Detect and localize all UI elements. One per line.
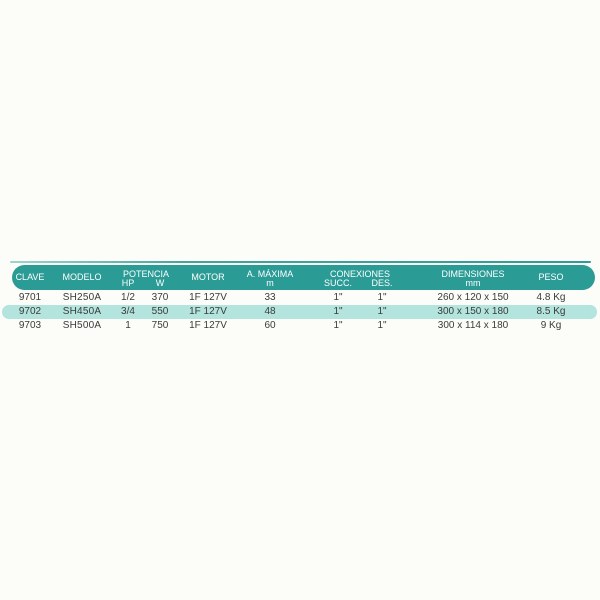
header-conexiones: CONEXIONES <box>329 268 390 279</box>
header-potencia-hp: HP <box>121 277 135 288</box>
header-a-maxima: A. MÁXIMA <box>246 268 294 279</box>
cell-succ: 1" <box>333 292 343 303</box>
cell-clave: 9701 <box>18 292 42 303</box>
cell-a-maxima: 60 <box>264 320 276 331</box>
cell-des: 1" <box>377 320 387 331</box>
header-peso: PESO <box>538 272 564 282</box>
table-row: 9703 SH500A 1 750 1F 127V 60 1" 1" 300 x… <box>0 319 600 333</box>
cell-des: 1" <box>377 306 387 317</box>
cell-dimensiones: 300 x 114 x 180 <box>437 320 509 331</box>
cell-a-maxima: 48 <box>264 306 276 317</box>
header-clave: CLAVE <box>15 272 45 282</box>
header-potencia-w: W <box>155 277 165 288</box>
cell-peso: 9 Kg <box>540 320 562 331</box>
cell-modelo: SH250A <box>62 292 102 303</box>
header-modelo: MODELO <box>62 272 102 282</box>
cell-w: 750 <box>151 320 169 331</box>
decorative-top-rule <box>10 261 591 263</box>
header-motor: MOTOR <box>191 272 225 282</box>
cell-des: 1" <box>377 292 387 303</box>
cell-hp: 1/2 <box>121 292 135 303</box>
row-highlight-band <box>2 305 597 319</box>
cell-motor: 1F 127V <box>189 292 227 303</box>
cell-clave: 9703 <box>18 320 42 331</box>
cell-w: 370 <box>151 292 169 303</box>
cell-peso: 8.5 Kg <box>536 306 566 317</box>
header-dimensiones: DIMENSIONES <box>441 268 505 279</box>
cell-dimensiones: 300 x 150 x 180 <box>437 306 509 317</box>
table-row: 9701 SH250A 1/2 370 1F 127V 33 1" 1" 260… <box>0 291 600 305</box>
cell-succ: 1" <box>333 306 343 317</box>
header-conexiones-des: DES. <box>371 277 393 288</box>
cell-succ: 1" <box>333 320 343 331</box>
cell-motor: 1F 127V <box>189 306 227 317</box>
cell-hp: 3/4 <box>121 306 135 317</box>
table-row-highlighted: 9702 SH450A 3/4 550 1F 127V 48 1" 1" 300… <box>0 305 600 319</box>
cell-motor: 1F 127V <box>189 320 227 331</box>
table-header-bar <box>12 265 595 290</box>
cell-peso: 4.8 Kg <box>536 292 566 303</box>
cell-dimensiones: 260 x 120 x 150 <box>437 292 509 303</box>
cell-modelo: SH450A <box>62 306 102 317</box>
header-conexiones-succ: SUCC. <box>323 277 352 288</box>
cell-modelo: SH500A <box>62 320 102 331</box>
header-a-maxima-unit: m <box>266 277 274 288</box>
table-header: CLAVE MODELO POTENCIA HP W MOTOR A. MÁXI… <box>0 265 600 290</box>
header-dimensiones-unit: mm <box>465 277 481 288</box>
cell-w: 550 <box>151 306 169 317</box>
cell-a-maxima: 33 <box>264 292 276 303</box>
cell-hp: 1 <box>125 320 131 331</box>
header-potencia: POTENCIA <box>122 268 169 279</box>
cell-clave: 9702 <box>18 306 42 317</box>
